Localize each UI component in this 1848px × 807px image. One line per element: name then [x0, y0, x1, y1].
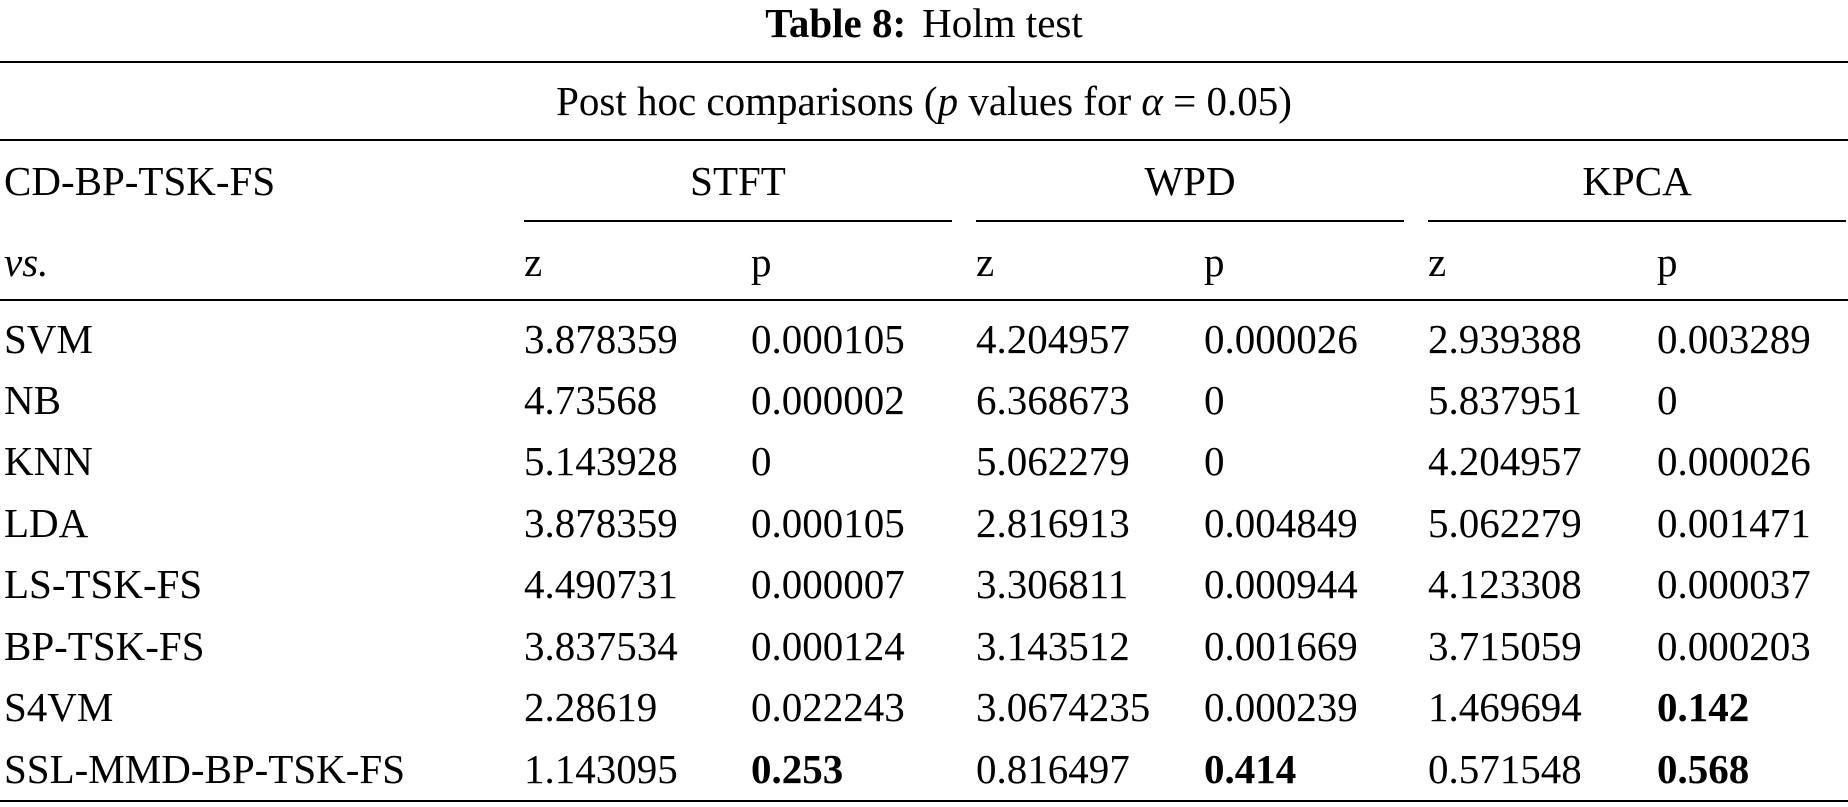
z-value-cell: 2.816913 — [976, 500, 1130, 546]
z-value-cell: 2.28619 — [524, 684, 658, 730]
caption-label: Table 8: — [765, 0, 907, 46]
p-value-cell: 0.000002 — [751, 377, 905, 423]
header-rule — [0, 299, 1848, 301]
p-value-cell: 0.414 — [1204, 746, 1297, 792]
z-value-cell: 4.123308 — [1428, 561, 1582, 607]
z-value-cell: 3.715059 — [1428, 623, 1582, 669]
z-value-cell: 1.469694 — [1428, 684, 1582, 730]
p-value-cell: 0.000105 — [751, 316, 905, 362]
p-value-cell: 0.001471 — [1657, 500, 1811, 546]
p-value-cell: 0.000007 — [751, 561, 905, 607]
subheader-p-symbol: p — [937, 78, 959, 124]
z-value-cell: 3.878359 — [524, 316, 678, 362]
p-value-cell: 0.253 — [751, 746, 844, 792]
z-value-cell: 3.0674235 — [976, 684, 1151, 730]
z-value-cell: 4.73568 — [524, 377, 658, 423]
z-value-cell: 3.878359 — [524, 500, 678, 546]
p-value-cell: 0.000944 — [1204, 561, 1358, 607]
p-value-cell: 0.000239 — [1204, 684, 1358, 730]
subheader-p: p — [1657, 239, 1678, 285]
row-label: SVM — [4, 316, 93, 362]
z-value-cell: 0.571548 — [1428, 746, 1582, 792]
p-value-cell: 0 — [1204, 438, 1225, 484]
p-value-cell: 0.568 — [1657, 746, 1750, 792]
subheader-rule — [0, 139, 1848, 141]
group-rule-stft — [524, 220, 952, 222]
p-value-cell: 0.000105 — [751, 500, 905, 546]
z-value-cell: 4.490731 — [524, 561, 678, 607]
group-rule-wpd — [976, 220, 1404, 222]
table-subheader: Post hoc comparisons (p values for α = 0… — [0, 73, 1848, 129]
p-value-cell: 0.000124 — [751, 623, 905, 669]
z-value-cell: 5.062279 — [1428, 500, 1582, 546]
p-value-cell: 0.000026 — [1204, 316, 1358, 362]
p-value-cell: 0 — [1204, 377, 1225, 423]
subheader-prefix: Post hoc comparisons ( — [556, 78, 938, 124]
subheader-z: z — [976, 239, 995, 285]
p-value-cell: 0.001669 — [1204, 623, 1358, 669]
p-value-cell: 0.000203 — [1657, 623, 1811, 669]
z-value-cell: 0.816497 — [976, 746, 1130, 792]
subheader-suffix: = 0.05) — [1162, 78, 1292, 124]
z-value-cell: 5.143928 — [524, 438, 678, 484]
subheader-z: z — [524, 239, 543, 285]
z-value-cell: 6.368673 — [976, 377, 1130, 423]
row-label: KNN — [4, 438, 93, 484]
z-value-cell: 3.837534 — [524, 623, 678, 669]
z-value-cell: 2.939388 — [1428, 316, 1582, 362]
subheader-p: p — [751, 239, 772, 285]
row-label: S4VM — [4, 684, 114, 730]
group-rule-kpca — [1428, 220, 1846, 222]
group-header-kpca: KPCA — [1582, 158, 1692, 204]
row-label: SSL-MMD-BP-TSK-FS — [4, 746, 405, 792]
p-value-cell: 0.000037 — [1657, 561, 1811, 607]
subheader-z: z — [1428, 239, 1447, 285]
caption-title: Holm test — [922, 0, 1083, 46]
row-label: BP-TSK-FS — [4, 623, 205, 669]
p-value-cell: 0.000026 — [1657, 438, 1811, 484]
z-value-cell: 1.143095 — [524, 746, 678, 792]
top-rule — [0, 61, 1848, 63]
row-label: LS-TSK-FS — [4, 561, 203, 607]
p-value-cell: 0 — [751, 438, 772, 484]
z-value-cell: 3.306811 — [976, 561, 1129, 607]
subheader-mid: values for — [958, 78, 1142, 124]
p-value-cell: 0.022243 — [751, 684, 905, 730]
p-value-cell: 0.142 — [1657, 684, 1750, 730]
p-value-cell: 0.003289 — [1657, 316, 1811, 362]
row-label: NB — [4, 377, 61, 423]
table-caption: Table 8: Holm test — [0, 0, 1848, 46]
corner-header: CD-BP-TSK-FS — [4, 158, 276, 204]
p-value-cell: 0 — [1657, 377, 1678, 423]
z-value-cell: 4.204957 — [1428, 438, 1582, 484]
z-value-cell: 5.837951 — [1428, 377, 1582, 423]
z-value-cell: 4.204957 — [976, 316, 1130, 362]
z-value-cell: 3.143512 — [976, 623, 1130, 669]
subheader-alpha-symbol: α — [1141, 78, 1163, 124]
group-header-stft: STFT — [690, 158, 786, 204]
subheader-p: p — [1204, 239, 1225, 285]
row-label: LDA — [4, 500, 89, 546]
vs-label: vs. — [4, 239, 49, 285]
bottom-rule — [0, 800, 1848, 802]
p-value-cell: 0.004849 — [1204, 500, 1358, 546]
group-header-wpd: WPD — [1144, 158, 1236, 204]
z-value-cell: 5.062279 — [976, 438, 1130, 484]
